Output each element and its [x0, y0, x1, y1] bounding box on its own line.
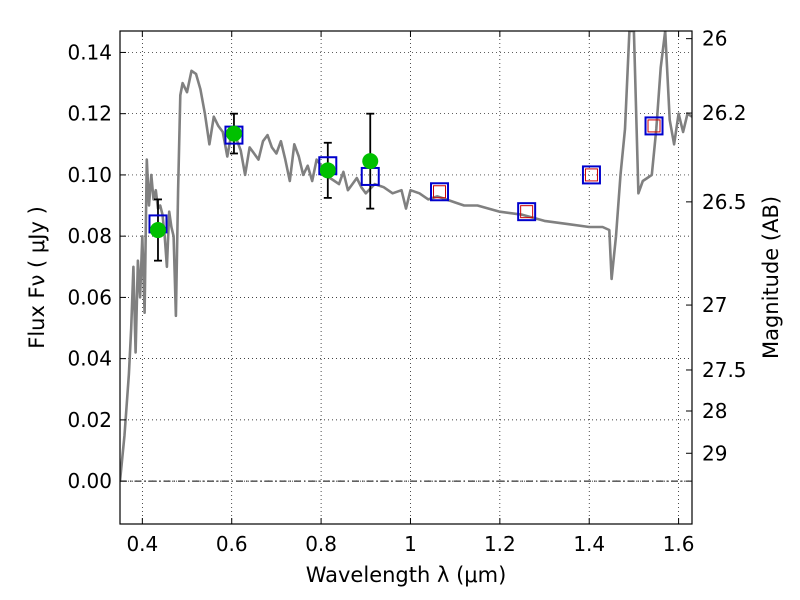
x-tick-label: 1.4 — [573, 532, 605, 556]
spectrum-line — [120, 31, 692, 482]
markers — [148, 116, 664, 239]
y-tick-label: 0.10 — [67, 163, 112, 187]
grid — [120, 31, 692, 524]
observed-point — [149, 222, 166, 239]
y-tick-label: 0.02 — [67, 408, 112, 432]
y-tick-label: 0.14 — [67, 40, 112, 64]
observed-point — [225, 125, 242, 142]
synthetic-point-square — [584, 168, 598, 182]
y-tick-label: 0.08 — [67, 224, 112, 248]
axis-ticks: 0.4 0.6 0.8 1 1.2 1.4 1.6 0.00 0.02 0.04 0.06 0.08 0… — [67, 27, 746, 556]
magnitude-tick-label: 26.2 — [702, 101, 747, 125]
plot-frame — [119, 30, 693, 525]
model-photometry-square — [644, 116, 664, 136]
spectrum-layer — [120, 31, 692, 482]
magnitude-tick-label: 26.5 — [702, 190, 747, 214]
synthetic-point-square — [433, 185, 447, 199]
observed-point — [319, 162, 336, 179]
x-tick-label: 0.8 — [305, 532, 337, 556]
synthetic-point-square — [647, 119, 661, 133]
y-axis-label-right: Magnitude (AB) — [759, 196, 783, 359]
y-tick-label: 0.04 — [67, 347, 112, 371]
magnitude-tick-label: 27.5 — [702, 358, 747, 382]
error-bars — [153, 112, 375, 262]
magnitude-tick-label: 28 — [702, 399, 727, 423]
observed-point — [362, 153, 379, 170]
magnitude-tick-label: 29 — [702, 441, 727, 465]
y-tick-label: 0.00 — [67, 469, 112, 493]
x-tick-label: 0.6 — [216, 532, 248, 556]
x-tick-label: 0.4 — [126, 532, 158, 556]
y-tick-label: 0.12 — [67, 102, 112, 126]
magnitude-tick-label: 27 — [702, 293, 727, 317]
x-axis-label: Wavelength λ (μm) — [306, 563, 507, 587]
model-photometry-square — [430, 182, 450, 202]
x-tick-label: 1.6 — [663, 532, 695, 556]
y-axis-label: Flux Fν ( μJy ) — [25, 206, 49, 349]
synthetic-point-square — [520, 205, 534, 219]
model-photometry-square — [517, 202, 537, 222]
x-tick-label: 1.2 — [484, 532, 516, 556]
model-photometry-square — [581, 165, 601, 185]
x-tick-label: 1 — [404, 532, 417, 556]
y-tick-label: 0.06 — [67, 285, 112, 309]
magnitude-tick-label: 26 — [702, 27, 727, 51]
